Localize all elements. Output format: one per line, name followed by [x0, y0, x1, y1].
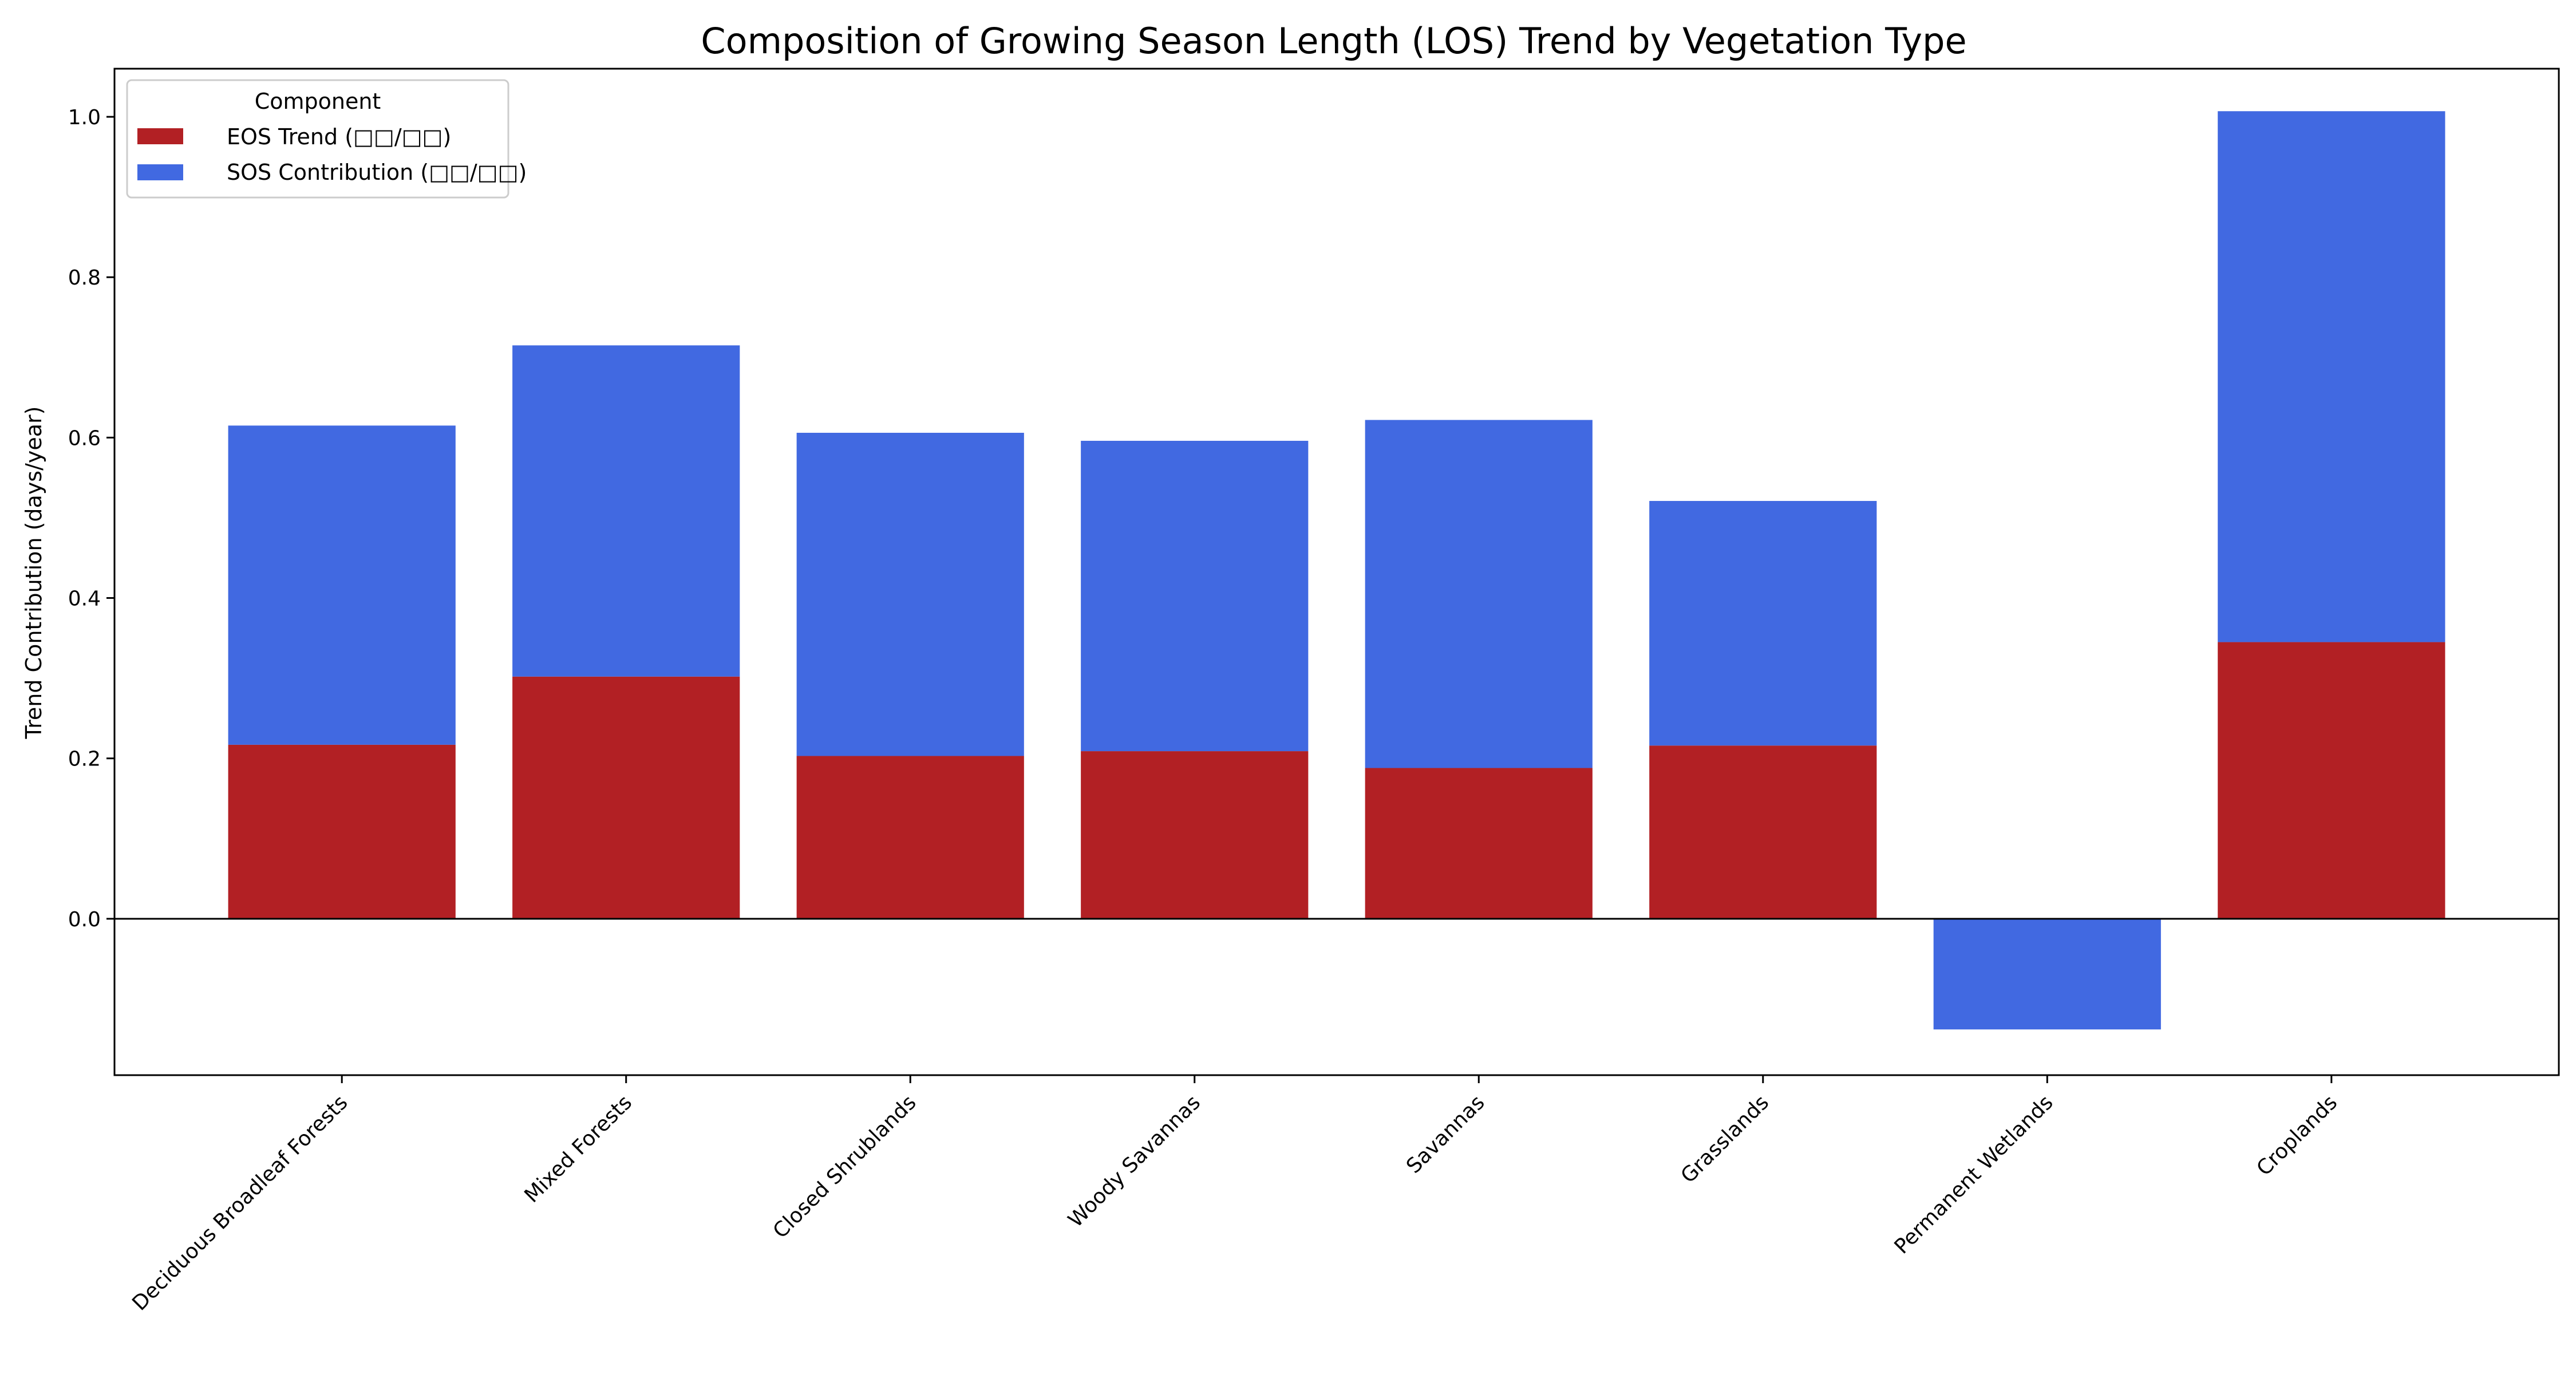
legend-label-sos: SOS Contribution (□□/□□)	[227, 160, 527, 185]
bar-sos-1	[512, 345, 740, 677]
y-tick-label-0: 0.0	[68, 908, 101, 931]
bars-group	[228, 111, 2445, 1030]
legend-label-eos: EOS Trend (□□/□□)	[227, 124, 451, 149]
bar-sos-6	[1933, 918, 2161, 1030]
y-tick-label-1: 0.2	[68, 748, 101, 771]
y-axis: 0.0 0.2 0.4 0.6 0.8 1.0	[68, 106, 114, 931]
legend-title: Component	[255, 89, 381, 114]
bar-sos-4	[1365, 420, 1593, 768]
bar-eos-4	[1365, 768, 1593, 919]
bar-eos-5	[1649, 745, 1877, 919]
chart-title: Composition of Growing Season Length (LO…	[701, 20, 1966, 62]
plot-area-frame	[113, 68, 2560, 1076]
bar-eos-1	[512, 676, 740, 919]
bar-eos-2	[796, 756, 1024, 919]
legend-swatch-sos	[137, 164, 183, 180]
bar-eos-7	[2218, 642, 2445, 919]
bar-sos-5	[1649, 501, 1877, 746]
y-tick-label-5: 1.0	[68, 106, 101, 129]
y-tick-label-2: 0.4	[68, 587, 101, 611]
legend: Component EOS Trend (□□/□□) SOS Contribu…	[126, 79, 527, 199]
y-tick-label-4: 0.8	[68, 266, 101, 290]
y-axis-label: Trend Contribution (days/year)	[21, 406, 46, 739]
legend-swatch-eos	[137, 128, 183, 144]
bar-sos-2	[796, 432, 1024, 756]
bar-eos-0	[228, 744, 456, 919]
bar-sos-7	[2218, 111, 2445, 642]
bar-eos-3	[1081, 751, 1309, 919]
bar-sos-3	[1081, 440, 1309, 752]
legend-frame	[126, 79, 509, 199]
bar-sos-0	[228, 425, 456, 745]
y-tick-label-3: 0.6	[68, 427, 101, 450]
